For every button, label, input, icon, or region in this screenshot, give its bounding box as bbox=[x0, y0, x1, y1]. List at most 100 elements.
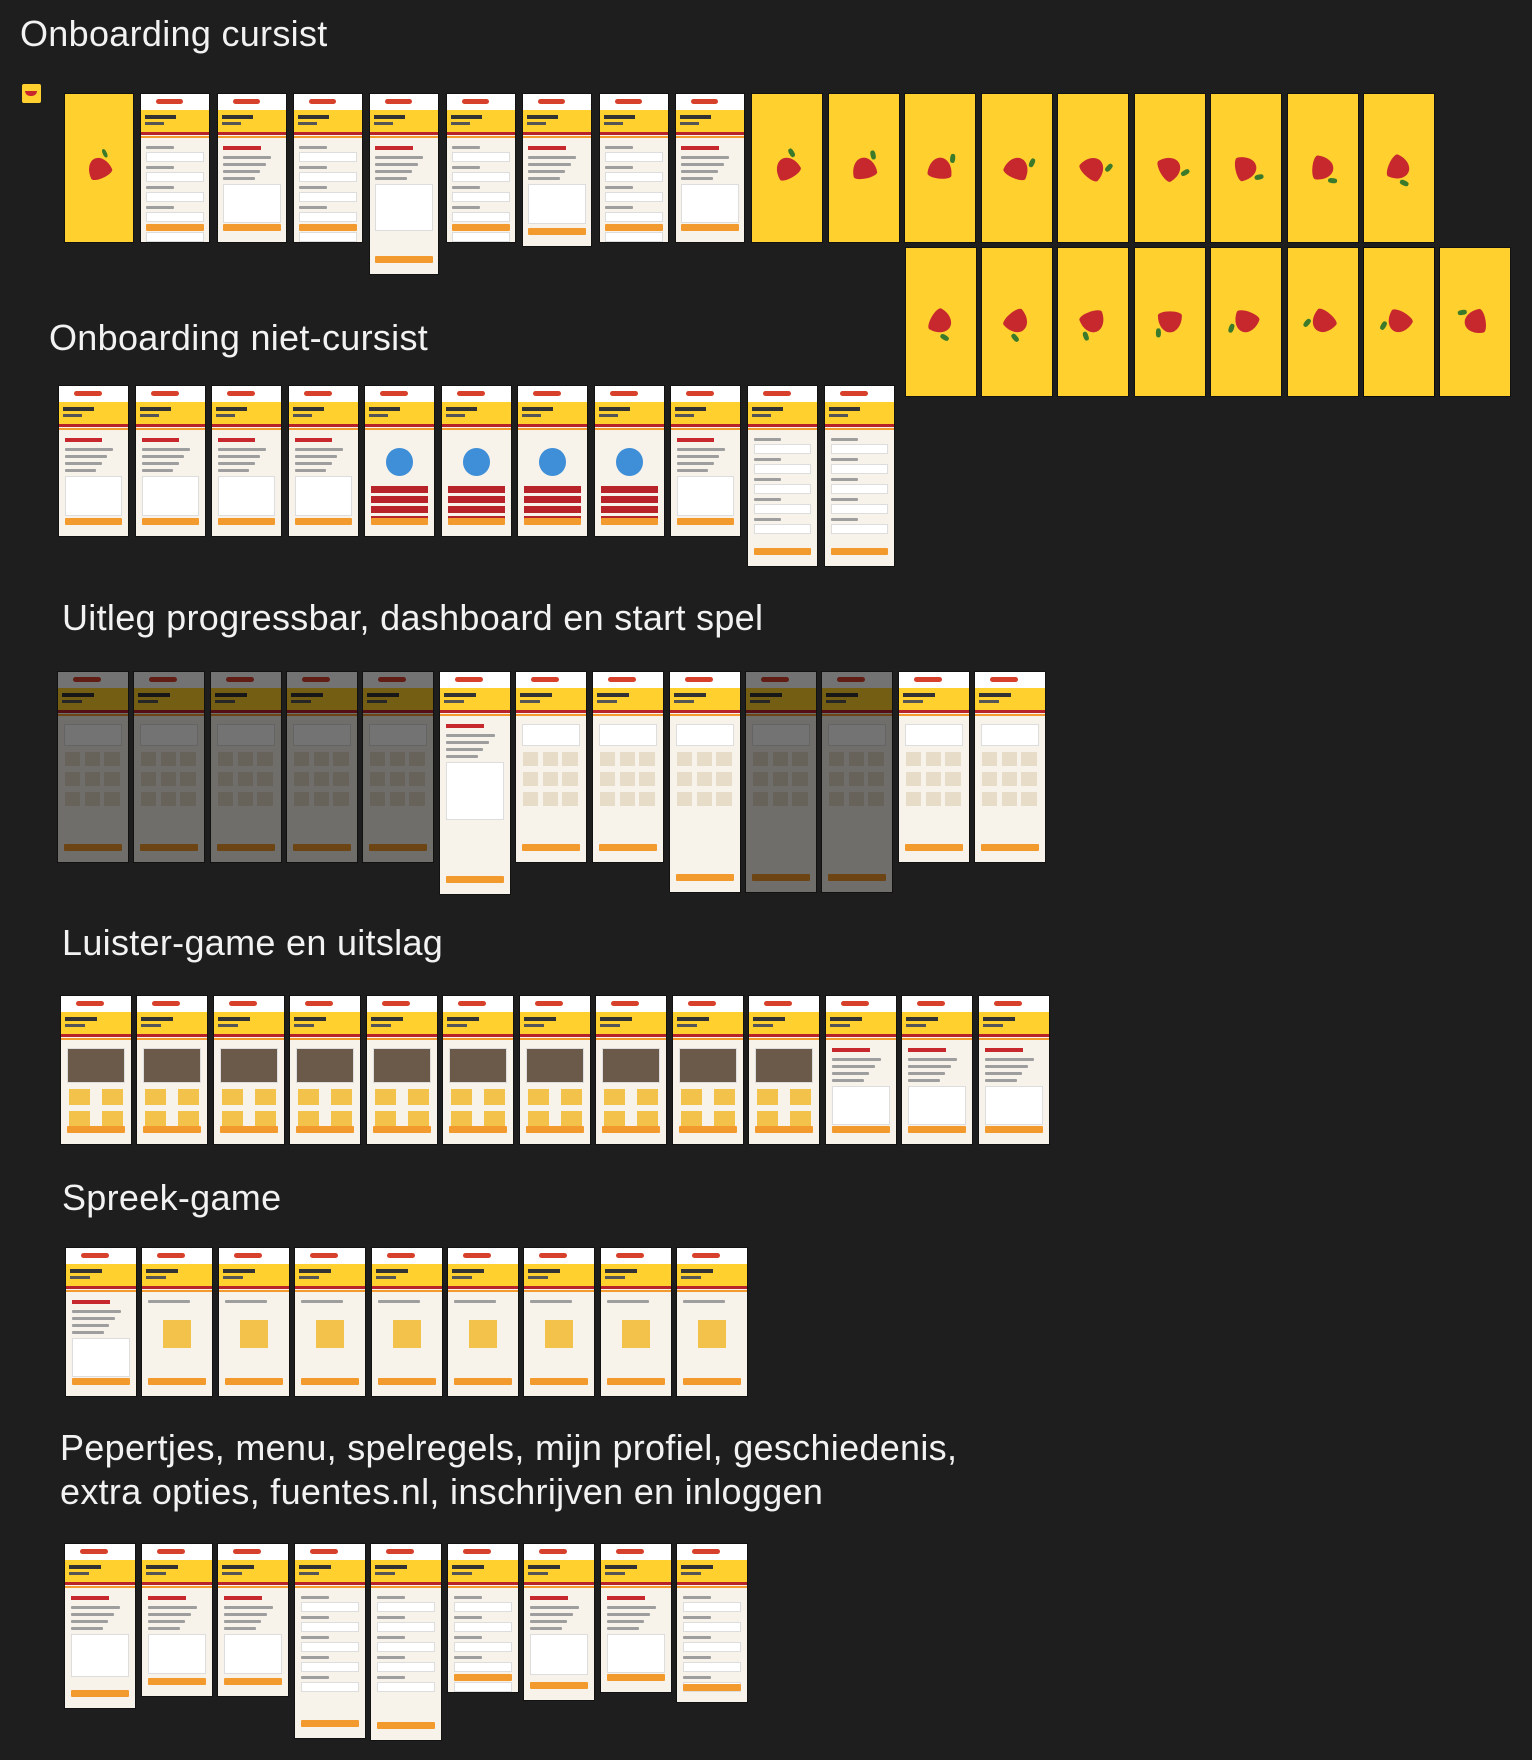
game-tile bbox=[218, 792, 234, 806]
screen-heading bbox=[141, 438, 180, 442]
input-field bbox=[376, 1662, 436, 1672]
primary-button bbox=[216, 844, 276, 851]
input-field bbox=[753, 464, 812, 474]
chili-pepper-splash-icon bbox=[1462, 308, 1488, 336]
primary-button bbox=[141, 518, 200, 525]
game-tile bbox=[389, 752, 405, 766]
screen-header bbox=[749, 996, 819, 1012]
screen-title-band bbox=[523, 110, 591, 132]
primary-button bbox=[223, 224, 281, 231]
screen-stripe-accent bbox=[443, 1038, 513, 1040]
screen-heading bbox=[375, 146, 413, 150]
audio-tile bbox=[69, 1089, 91, 1105]
screen-header bbox=[899, 672, 969, 688]
section-title-onboarding-cursist: Onboarding cursist bbox=[20, 13, 328, 54]
screen-header bbox=[367, 996, 437, 1012]
screen-title-band bbox=[822, 688, 892, 710]
app-screen bbox=[825, 386, 894, 566]
app-screen bbox=[295, 1248, 365, 1396]
fuentes-logo bbox=[151, 391, 179, 396]
screen-stripe bbox=[448, 1582, 518, 1585]
input-field bbox=[300, 1602, 360, 1612]
fuentes-logo bbox=[234, 1253, 263, 1258]
input-field bbox=[299, 172, 357, 182]
splash-screen bbox=[1364, 248, 1434, 396]
screen-header bbox=[214, 996, 284, 1012]
screen-title-band bbox=[671, 402, 740, 424]
game-tile bbox=[257, 772, 273, 786]
screen-title-band bbox=[66, 1264, 136, 1286]
screen-stripe-accent bbox=[826, 1038, 896, 1040]
game-tile bbox=[104, 752, 120, 766]
screen-subtitle bbox=[62, 700, 82, 703]
text-line bbox=[529, 1606, 579, 1609]
app-screen bbox=[677, 1248, 747, 1396]
fuentes-logo bbox=[302, 677, 331, 682]
game-tile bbox=[562, 772, 578, 786]
globe-icon bbox=[615, 448, 644, 476]
screen-stripe-accent bbox=[520, 1038, 590, 1040]
app-screen bbox=[142, 1248, 212, 1396]
screen-stripe bbox=[748, 424, 817, 427]
screen-stripe bbox=[676, 132, 744, 135]
screen-heading bbox=[64, 438, 103, 442]
answer-option bbox=[370, 496, 429, 503]
app-screen bbox=[670, 672, 740, 892]
app-screen bbox=[676, 94, 744, 242]
screen-title bbox=[983, 1017, 1015, 1021]
screen-subtitle bbox=[145, 122, 165, 125]
primary-button bbox=[675, 874, 735, 881]
screen-title-band bbox=[593, 688, 663, 710]
field-label bbox=[682, 1616, 711, 1619]
screen-header bbox=[365, 386, 434, 402]
screen-stripe bbox=[134, 710, 204, 713]
screen-stripe bbox=[142, 1582, 212, 1585]
fuentes-logo bbox=[535, 1001, 564, 1006]
primary-button bbox=[142, 1126, 202, 1133]
audio-tile bbox=[222, 1111, 244, 1127]
audio-tile bbox=[451, 1111, 473, 1127]
audio-tile bbox=[483, 1089, 505, 1105]
screen-stripe bbox=[287, 710, 357, 713]
audio-tile bbox=[145, 1111, 167, 1127]
screen-stripe bbox=[367, 1034, 437, 1037]
game-tile bbox=[409, 752, 425, 766]
screen-header bbox=[363, 672, 433, 688]
game-tile bbox=[619, 772, 635, 786]
screen-title bbox=[753, 1017, 785, 1021]
app-screen bbox=[518, 386, 587, 536]
screen-title-band bbox=[137, 1012, 207, 1034]
fuentes-logo bbox=[380, 391, 408, 396]
text-line bbox=[377, 1300, 420, 1303]
answer-option bbox=[600, 486, 659, 493]
primary-button bbox=[525, 1126, 585, 1133]
primary-button bbox=[63, 844, 123, 851]
field-label bbox=[299, 146, 327, 149]
field-label bbox=[605, 146, 633, 149]
app-screen bbox=[826, 996, 896, 1144]
score-card bbox=[216, 724, 276, 746]
input-field bbox=[605, 192, 663, 202]
screen-subtitle bbox=[444, 700, 464, 703]
screen-stripe bbox=[593, 710, 663, 713]
app-screen bbox=[440, 672, 510, 894]
text-line bbox=[445, 741, 489, 744]
fuentes-logo bbox=[74, 391, 102, 396]
fuentes-logo bbox=[461, 99, 490, 104]
screen-heading bbox=[676, 438, 715, 442]
screen-header bbox=[58, 672, 128, 688]
text-line bbox=[64, 469, 97, 472]
screen-header bbox=[370, 94, 438, 110]
screen-stripe-accent bbox=[365, 428, 434, 430]
screen-title bbox=[367, 693, 399, 697]
score-card bbox=[139, 724, 199, 746]
text-line bbox=[528, 170, 566, 173]
chili-pepper-splash-icon bbox=[1077, 152, 1109, 184]
screen-title bbox=[222, 115, 253, 119]
text-line bbox=[606, 1606, 656, 1609]
fuentes-logo bbox=[531, 677, 560, 682]
content-card bbox=[223, 1634, 283, 1674]
fuentes-logo bbox=[457, 391, 485, 396]
fuentes-logo bbox=[463, 1253, 492, 1258]
primary-button bbox=[299, 224, 357, 231]
